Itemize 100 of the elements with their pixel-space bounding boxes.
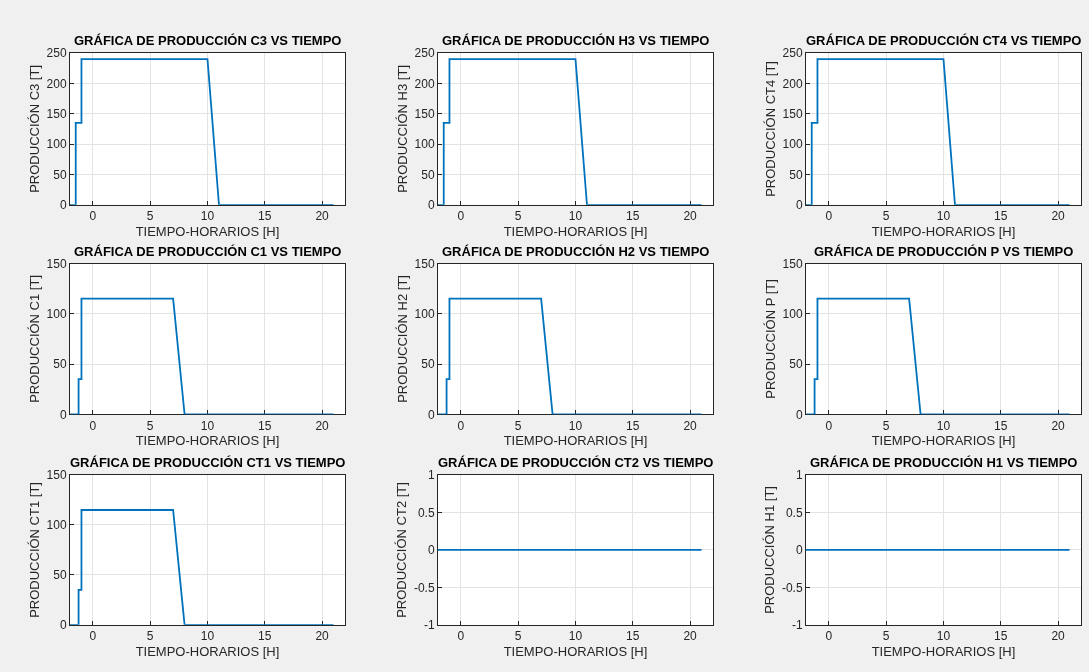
x-axis-title: TIEMPO-HORARIOS [H] [135, 643, 280, 659]
chart-title: GRÁFICA DE PRODUCCIÓN C1 VS TIEMPO [74, 244, 342, 259]
y-tick-label: 250 [414, 46, 435, 61]
y-tick-label: 1 [427, 468, 435, 483]
y-tick-label: 0 [427, 197, 435, 212]
x-tick-label: 20 [1051, 418, 1066, 433]
y-tick-label: 200 [46, 76, 67, 91]
y-tick-label: 150 [414, 106, 435, 121]
y-tick-label: 0 [795, 407, 803, 422]
y-axis-title: PRODUCCIÓN C1 [T] [26, 275, 42, 403]
x-tick-label: 15 [626, 418, 640, 433]
y-tick-label: 100 [46, 518, 67, 533]
y-tick-label: -0.5 [413, 580, 435, 595]
y-tick-label: 100 [46, 307, 67, 321]
x-tick-label: 5 [514, 209, 522, 224]
x-tick-label: 0 [89, 418, 97, 433]
y-tick-label: 250 [782, 46, 803, 61]
x-tick-label: 20 [315, 209, 330, 224]
x-tick-label: 15 [258, 629, 272, 644]
y-tick-label: 150 [782, 256, 803, 271]
x-tick-label: 5 [146, 209, 154, 224]
x-tick-label: 10 [200, 209, 215, 224]
y-tick-label: 200 [414, 76, 435, 91]
x-tick-label: 20 [683, 629, 698, 644]
chart-title: GRÁFICA DE PRODUCCIÓN H1 VS TIEMPO [810, 455, 1078, 470]
y-tick-label: 50 [53, 357, 67, 372]
x-tick-label: 15 [258, 209, 272, 224]
x-tick-label: 20 [683, 209, 698, 224]
x-tick-label: 0 [825, 209, 833, 224]
x-tick-label: 0 [457, 209, 465, 224]
y-tick-label: 0 [59, 407, 67, 422]
y-tick-label: -1 [791, 618, 803, 633]
y-tick-label: 150 [414, 256, 435, 271]
y-tick-label: 100 [414, 307, 435, 321]
y-tick-label: 0.5 [785, 505, 803, 520]
x-tick-label: 20 [315, 418, 330, 433]
y-tick-label: 1 [795, 468, 803, 483]
y-tick-label: 150 [782, 106, 803, 121]
y-axis-title: PRODUCCIÓN H1 [T] [761, 486, 777, 614]
x-tick-label: 0 [89, 629, 97, 644]
y-tick-label: 100 [782, 137, 803, 152]
x-tick-label: 20 [1051, 209, 1066, 224]
x-tick-label: 10 [936, 209, 951, 224]
y-tick-label: 50 [789, 357, 803, 372]
y-tick-label: 200 [782, 76, 803, 91]
x-tick-label: 5 [146, 418, 154, 433]
x-tick-label: 10 [568, 209, 583, 224]
y-axis-title: PRODUCCIÓN C3 [T] [26, 64, 42, 193]
y-tick-label: 150 [46, 106, 67, 121]
x-axis-title: TIEMPO-HORARIOS [H] [503, 643, 648, 659]
y-axis-title: PRODUCCIÓN H3 [T] [394, 64, 410, 193]
x-tick-label: 20 [683, 418, 698, 433]
x-axis-title: TIEMPO-HORARIOS [H] [135, 433, 280, 449]
x-tick-label: 5 [514, 418, 522, 433]
x-tick-label: 10 [568, 418, 583, 433]
y-tick-label: 50 [421, 167, 435, 182]
x-tick-label: 15 [994, 418, 1008, 433]
x-tick-label: 0 [457, 418, 465, 433]
x-tick-label: 20 [1051, 629, 1066, 644]
y-tick-label: 50 [53, 167, 67, 182]
x-tick-label: 10 [936, 418, 951, 433]
y-axis-title: PRODUCCIÓN P [T] [762, 279, 778, 399]
y-tick-label: 150 [46, 256, 67, 271]
x-tick-label: 10 [568, 629, 583, 644]
x-tick-label: 15 [994, 209, 1008, 224]
chart-title: GRÁFICA DE PRODUCCIÓN H2 VS TIEMPO [442, 244, 710, 259]
y-axis-title: PRODUCCIÓN CT4 [T] [762, 61, 778, 197]
y-axis-title: PRODUCCIÓN CT1 [T] [26, 482, 42, 618]
x-tick-label: 5 [882, 418, 890, 433]
x-tick-label: 15 [626, 629, 640, 644]
x-tick-label: 5 [146, 629, 154, 644]
chart-title: GRÁFICA DE PRODUCCIÓN P VS TIEMPO [814, 244, 1074, 259]
y-tick-label: 0 [59, 197, 67, 212]
y-tick-label: 0 [427, 543, 435, 558]
chart-title: GRÁFICA DE PRODUCCIÓN CT4 VS TIEMPO [806, 33, 1082, 48]
x-axis-title: TIEMPO-HORARIOS [H] [871, 433, 1016, 449]
y-tick-label: 0 [795, 543, 803, 558]
x-tick-label: 20 [315, 629, 330, 644]
y-tick-label: 0 [427, 407, 435, 422]
chart-title: GRÁFICA DE PRODUCCIÓN CT2 VS TIEMPO [438, 455, 714, 470]
y-tick-label: -0.5 [781, 580, 803, 595]
y-tick-label: 250 [46, 46, 67, 61]
chart-title: GRÁFICA DE PRODUCCIÓN CT1 VS TIEMPO [70, 455, 346, 470]
x-tick-label: 0 [825, 629, 833, 644]
y-axis-title: PRODUCCIÓN H2 [T] [394, 275, 410, 403]
y-tick-label: 50 [789, 167, 803, 182]
y-tick-label: 50 [53, 568, 67, 583]
y-tick-label: 100 [46, 137, 67, 152]
x-tick-label: 15 [258, 418, 272, 433]
x-axis-title: TIEMPO-HORARIOS [H] [135, 223, 280, 239]
y-tick-label: 150 [46, 468, 67, 483]
x-tick-label: 5 [882, 209, 890, 224]
x-tick-label: 15 [994, 629, 1008, 644]
x-axis-title: TIEMPO-HORARIOS [H] [503, 223, 648, 239]
x-tick-label: 0 [457, 629, 465, 644]
y-tick-label: 50 [421, 357, 435, 372]
x-tick-label: 10 [200, 629, 215, 644]
y-axis-title: PRODUCCIÓN CT2 [T] [393, 482, 409, 618]
y-tick-label: 100 [782, 307, 803, 321]
x-tick-label: 0 [825, 418, 833, 433]
